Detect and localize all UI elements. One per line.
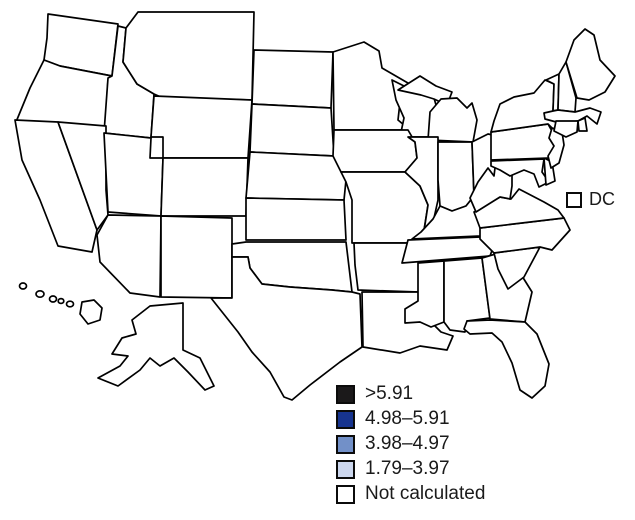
legend-swatch-179-397 — [336, 459, 355, 479]
state-new-mexico — [160, 215, 233, 299]
state-maryland — [490, 158, 550, 188]
state-north-dakota — [251, 49, 334, 109]
state-montana — [122, 11, 255, 101]
legend-label-not-calculated: Not calculated — [365, 483, 486, 504]
legend-label-gt-591: >5.91 — [365, 383, 414, 404]
legend-label-498-591: 4.98–5.91 — [365, 408, 450, 429]
legend-item-498-591: 4.98–5.91 — [336, 409, 485, 429]
state-colorado — [160, 157, 249, 217]
legend-label-398-497: 3.98–4.97 — [365, 433, 450, 454]
legend-item-not-calculated: Not calculated — [336, 484, 485, 504]
dc-callout: DC — [566, 189, 615, 210]
legend-swatch-398-497 — [336, 434, 355, 454]
state-rhode-island — [577, 117, 588, 132]
legend-swatch-not-calculated — [336, 484, 355, 504]
legend-item-179-397: 1.79–3.97 — [336, 459, 485, 479]
state-hawaii-island-1 — [18, 282, 28, 290]
legend-swatch-gt-591 — [336, 384, 355, 404]
legend-label-179-397: 1.79–3.97 — [365, 458, 450, 479]
state-indiana — [437, 141, 475, 212]
state-new-hampshire — [557, 61, 577, 113]
legend-item-398-497: 3.98–4.97 — [336, 434, 485, 454]
state-south-dakota — [249, 103, 335, 157]
state-nebraska — [245, 151, 347, 201]
legend-item-gt-591: >5.91 — [336, 384, 485, 404]
state-hawaii-island-4 — [57, 297, 65, 305]
state-wyoming — [150, 95, 253, 159]
state-texas — [210, 256, 363, 401]
dc-swatch — [566, 191, 582, 208]
state-kansas — [245, 197, 347, 241]
state-michigan — [427, 97, 478, 143]
state-iowa — [332, 129, 418, 173]
legend-swatch-498-591 — [336, 409, 355, 429]
state-hawaii-island-2 — [35, 289, 45, 299]
state-new-jersey — [547, 127, 565, 169]
state-arizona — [96, 214, 162, 298]
state-hawaii-island-3 — [48, 295, 58, 303]
state-north-carolina — [479, 217, 571, 254]
state-alaska — [97, 302, 215, 391]
state-florida — [463, 319, 550, 399]
state-hawaii-island-5 — [65, 300, 75, 308]
dc-label: DC — [589, 189, 615, 209]
state-hawaii-big-island — [79, 299, 103, 325]
state-maine — [565, 28, 616, 101]
state-utah — [103, 132, 164, 217]
state-connecticut — [553, 120, 579, 138]
legend: >5.91 4.98–5.91 3.98–4.97 1.79–3.97 Not … — [336, 384, 485, 504]
